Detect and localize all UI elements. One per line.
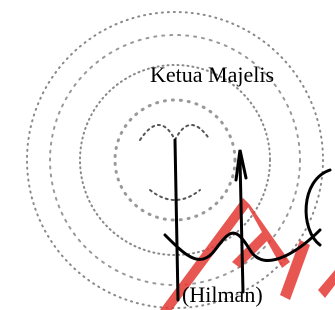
signatory-name: (Hilman) [182,282,263,307]
page: Ketua Majelis (Hilman) [0,0,335,310]
document-fragment: Ketua Majelis (Hilman) [0,0,335,310]
signatory-position: Ketua Majelis [150,62,274,87]
